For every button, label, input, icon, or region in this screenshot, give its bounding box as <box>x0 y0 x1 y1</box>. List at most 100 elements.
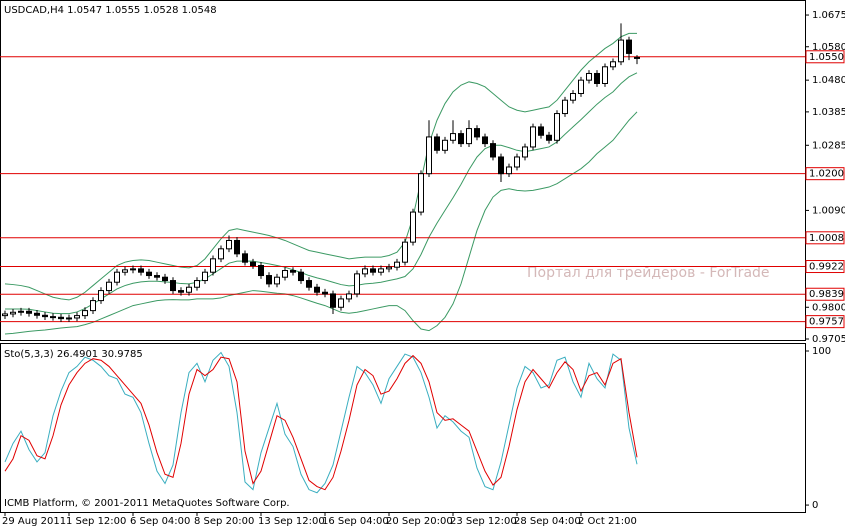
candle-body <box>354 273 360 295</box>
x-tick-label: 13 Sep 12:00 <box>258 516 325 527</box>
candle-body <box>458 133 464 145</box>
candle-body <box>538 126 544 136</box>
candle-body <box>610 61 616 68</box>
level-label: 0.9922 <box>809 262 844 273</box>
x-tick-label: 16 Sep 04:00 <box>322 516 389 527</box>
candle-body <box>170 280 176 292</box>
candle-body <box>186 286 192 293</box>
level-label: 1.0200 <box>809 169 844 180</box>
x-tick-label: 28 Sep 04:00 <box>514 516 581 527</box>
candle-body <box>202 271 208 282</box>
candle-body <box>178 290 184 293</box>
candle-body <box>282 270 288 278</box>
candle-body <box>306 280 312 288</box>
y-tick-label: 1.0480 <box>812 75 845 86</box>
y-tick-label: 0 <box>812 500 818 511</box>
candle-body <box>442 139 448 151</box>
candle-body <box>338 298 344 308</box>
y-tick-label: 1.0385 <box>812 107 845 118</box>
price-title: USDCAD,H4 1.0547 1.0555 1.0528 1.0548 <box>4 5 217 16</box>
candle-body <box>146 271 152 277</box>
level-box <box>805 231 845 245</box>
candle-body <box>594 72 600 84</box>
stochastic-line <box>4 354 638 491</box>
candle-body <box>34 312 40 316</box>
candle-body <box>58 316 64 320</box>
candle-body <box>122 269 128 273</box>
candle-body <box>90 300 96 312</box>
candle-body <box>418 173 424 213</box>
candle-body <box>18 310 24 313</box>
level-box <box>805 315 845 329</box>
candle-body <box>530 126 536 148</box>
candle-body <box>370 268 376 273</box>
level-label: 0.9839 <box>809 289 844 300</box>
candle-body <box>242 253 248 263</box>
candle-body <box>506 166 512 175</box>
candle-body <box>82 310 88 317</box>
candle-body <box>466 128 472 145</box>
candle-body <box>74 315 80 319</box>
candle-body <box>378 268 384 273</box>
level-label: 0.9757 <box>809 317 844 328</box>
candle-body <box>130 268 136 271</box>
candle-body <box>218 248 224 260</box>
candle-body <box>490 143 496 158</box>
x-tick-label: 23 Sep 12:00 <box>450 516 517 527</box>
candle-body <box>586 72 592 81</box>
candle-body <box>394 261 400 268</box>
candle-body <box>50 316 56 319</box>
candle-body <box>402 241 408 263</box>
level-label: 1.0550 <box>809 52 844 63</box>
candle-body <box>554 113 560 141</box>
candle-body <box>362 268 368 275</box>
candle-body <box>410 211 416 243</box>
level-label: 1.0008 <box>809 233 844 244</box>
candle-body <box>298 271 304 282</box>
candle-body <box>634 56 640 59</box>
x-tick-label: 1 Sep 12:00 <box>66 516 126 527</box>
bollinger-upper <box>4 32 637 301</box>
bollinger-lower <box>4 111 638 335</box>
candle-body <box>626 39 632 54</box>
candle-body <box>290 270 296 273</box>
candle-body <box>234 239 240 255</box>
candle-body <box>258 265 264 277</box>
candle-body <box>10 311 16 315</box>
candle-body <box>2 313 8 317</box>
candle-body <box>346 293 352 300</box>
candle-body <box>250 261 256 267</box>
y-tick-label: 1.0090 <box>812 205 845 216</box>
candle-body <box>162 276 168 282</box>
candle-body <box>314 286 320 293</box>
candle-body <box>386 266 392 270</box>
candle-body <box>578 79 584 95</box>
candle-body <box>482 136 488 145</box>
y-tick-label: 100 <box>812 346 831 357</box>
candle-body <box>474 128 480 138</box>
candle-body <box>266 275 272 285</box>
candle-body <box>450 133 456 141</box>
candle-body <box>26 310 32 314</box>
stochastic-title: Sto(5,3,3) 26.4901 30.9785 <box>4 349 143 360</box>
candle-body <box>226 239 232 250</box>
candle-body <box>546 134 552 141</box>
candle-body <box>154 275 160 278</box>
candle-body <box>522 146 528 158</box>
candle-body <box>106 281 112 292</box>
candle-body <box>42 314 48 318</box>
candle-body <box>98 290 104 302</box>
candle-body <box>618 39 624 63</box>
candle-body <box>330 293 336 308</box>
level-box <box>805 287 845 301</box>
candle-body <box>602 66 608 84</box>
candle-body <box>210 258 216 273</box>
candle-body <box>322 291 328 295</box>
y-tick-label: 0.9800 <box>812 302 845 313</box>
stochastic-panel <box>0 343 806 513</box>
candle-body <box>138 268 144 273</box>
candle-body <box>562 99 568 115</box>
x-tick-label: 2 Oct 21:00 <box>578 516 637 527</box>
